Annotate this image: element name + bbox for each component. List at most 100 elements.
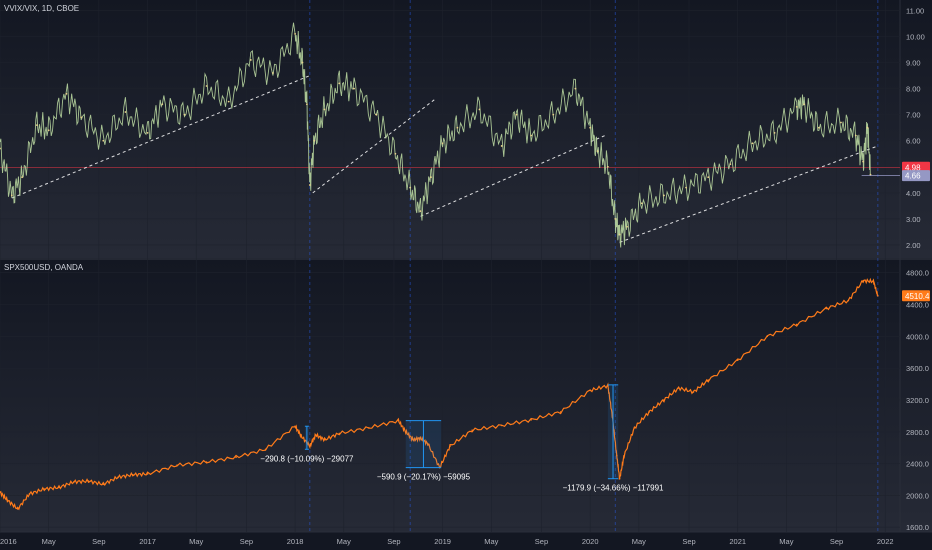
x-tick-label: 2022 bbox=[877, 537, 894, 546]
spx-point bbox=[589, 389, 591, 392]
spx-point bbox=[847, 299, 850, 302]
vvix-point bbox=[640, 202, 643, 205]
spx-point bbox=[72, 481, 75, 483]
y-tick-label-spx: 4400.0 bbox=[906, 301, 929, 310]
x-tick-label: May bbox=[189, 537, 203, 546]
vvix-point bbox=[606, 165, 609, 168]
spx-point bbox=[368, 427, 370, 429]
vvix-point bbox=[301, 61, 304, 64]
spx-point bbox=[615, 454, 618, 457]
spx-point bbox=[618, 477, 621, 480]
spx-point bbox=[559, 411, 562, 413]
y-tick-label-spx: 4800.0 bbox=[906, 269, 929, 278]
spx-point bbox=[117, 476, 119, 478]
y-tick-label-spx: 2400.0 bbox=[906, 460, 929, 469]
y-tick-label-spx: 3600.0 bbox=[906, 364, 929, 373]
spx-point bbox=[300, 434, 302, 437]
vvix-point bbox=[817, 126, 820, 129]
spx-panel: −290.8 (−10.09%) −29077 −590.9 (−20.17%) … bbox=[0, 277, 879, 511]
y-tick-label-vvix: 2.00 bbox=[906, 241, 921, 250]
spx-point bbox=[500, 424, 503, 427]
vvix-point bbox=[249, 59, 252, 61]
vvix-series-line bbox=[0, 22, 871, 248]
vvix-point bbox=[272, 72, 274, 74]
vvix-point bbox=[626, 225, 628, 228]
y-tick-label-spx: 4000.0 bbox=[906, 332, 929, 341]
vvix-point bbox=[429, 176, 432, 179]
spx-point bbox=[825, 307, 828, 310]
vvix-point bbox=[707, 176, 710, 179]
vvix-point bbox=[795, 105, 798, 108]
vvix-point bbox=[305, 103, 308, 106]
vvix-point bbox=[589, 126, 592, 129]
spx-point bbox=[309, 445, 311, 447]
x-tick-label: Sep bbox=[830, 537, 843, 546]
vvix-point bbox=[47, 129, 50, 132]
spx-point bbox=[795, 323, 798, 326]
spx-point bbox=[633, 427, 636, 429]
y-tick-label-spx: 1600.0 bbox=[906, 523, 929, 532]
x-tick-label: Sep bbox=[682, 537, 695, 546]
top-panel-label: VVIX/VIX, 1D, CBOE bbox=[4, 4, 80, 13]
x-tick-label: May bbox=[42, 537, 56, 546]
vvix-point bbox=[866, 126, 869, 129]
spx-point bbox=[766, 335, 769, 338]
vvix-point bbox=[478, 108, 481, 111]
spx-point bbox=[176, 464, 178, 466]
spx-point bbox=[530, 419, 532, 421]
vvix-point bbox=[338, 82, 341, 85]
vvix-point bbox=[729, 163, 732, 166]
vvix-point bbox=[803, 103, 805, 106]
spx-point bbox=[692, 391, 695, 393]
vvix-point bbox=[375, 113, 378, 116]
vvix-point bbox=[35, 124, 38, 126]
vvix-point bbox=[618, 233, 621, 236]
price-badge-vvix-0 bbox=[902, 161, 930, 173]
vvix-point bbox=[102, 139, 105, 142]
vvix-point bbox=[530, 134, 533, 137]
y-tick-label-spx: 2800.0 bbox=[906, 428, 929, 437]
vvix-point bbox=[308, 184, 311, 186]
spx-point bbox=[427, 442, 429, 445]
spx-point bbox=[16, 508, 19, 510]
vvix-point bbox=[862, 160, 865, 163]
x-tick-label: May bbox=[337, 537, 351, 546]
y-tick-label-spx: 2000.0 bbox=[906, 491, 929, 500]
x-tick-label: 2016 bbox=[0, 537, 17, 546]
vvix-point bbox=[751, 142, 754, 145]
spx-series-line bbox=[0, 277, 879, 511]
vvix-point bbox=[183, 113, 186, 116]
spx-point bbox=[0, 491, 1, 494]
vvix-point bbox=[294, 32, 296, 35]
vvix-point bbox=[146, 132, 149, 134]
vvix-point bbox=[840, 121, 842, 124]
vvix-point bbox=[65, 92, 68, 95]
vvix-point bbox=[323, 108, 326, 111]
y-tick-label-vvix: 4.00 bbox=[906, 189, 921, 198]
price-badge-label-spx-0: 4510.4 bbox=[905, 292, 930, 301]
x-tick-label: 2017 bbox=[139, 537, 156, 546]
spx-point bbox=[397, 419, 400, 422]
y-tick-label-vvix: 11.00 bbox=[906, 6, 924, 15]
x-tick-label: Sep bbox=[92, 537, 105, 546]
spx-point bbox=[264, 448, 267, 451]
spx-point bbox=[877, 294, 879, 297]
y-tick-label-vvix: 10.00 bbox=[906, 32, 925, 41]
spx-point bbox=[28, 493, 31, 495]
vvix-point bbox=[205, 85, 208, 87]
spx-point bbox=[6, 499, 9, 501]
spx-point bbox=[707, 379, 709, 381]
spx-point bbox=[419, 437, 422, 439]
price-badge-spx-0 bbox=[902, 290, 930, 302]
x-tick-label: Sep bbox=[535, 537, 548, 546]
spx-point bbox=[146, 473, 149, 475]
spx-point bbox=[314, 434, 317, 436]
bottom-panel-label: SPX500USD, OANDA bbox=[4, 263, 84, 272]
x-tick-label: May bbox=[484, 537, 498, 546]
vvix-point bbox=[500, 145, 503, 147]
spx-point bbox=[404, 430, 407, 433]
vvix-point bbox=[574, 87, 577, 90]
spx-point bbox=[205, 461, 208, 463]
x-tick-label: Sep bbox=[240, 537, 253, 546]
